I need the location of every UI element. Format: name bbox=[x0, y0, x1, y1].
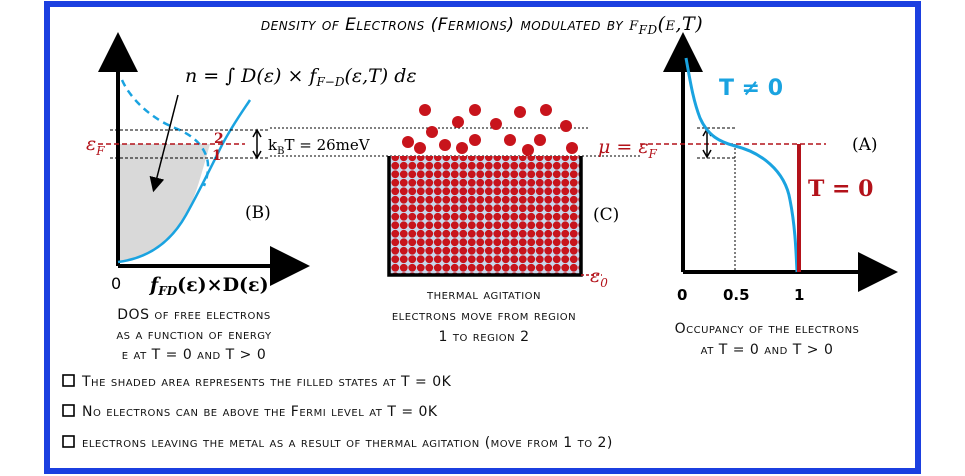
region-1-label: 1 bbox=[212, 148, 222, 164]
origin-label-b: 0 bbox=[111, 274, 121, 293]
panel-c-caption-2: electrons move from region bbox=[392, 308, 576, 324]
electron-sea bbox=[389, 156, 581, 275]
bullet-box-3 bbox=[62, 435, 75, 448]
thermal-dos-curve bbox=[120, 79, 210, 187]
panel-a-occupancy: T ≠ 0 μ = εF (A) T = 0 0 0.5 1 Occupancy… bbox=[598, 32, 898, 358]
bullet-list: The shaded area represents the filled st… bbox=[62, 374, 613, 451]
tick-0-5: 0.5 bbox=[723, 286, 750, 304]
panel-a-caption-2: at T = 0 and T > 0 bbox=[701, 342, 834, 358]
chemical-potential-label: μ = εF bbox=[598, 136, 658, 161]
thermal-width-head-down bbox=[702, 149, 712, 159]
bullet-text-3: electrons leaving the metal as a result … bbox=[82, 435, 613, 451]
region-2-label: 2 bbox=[214, 131, 224, 147]
bullet-text-1: The shaded area represents the filled st… bbox=[81, 374, 452, 390]
kbt-arrow-head-up bbox=[252, 128, 262, 138]
dos-axis-label: fFD(ε)×D(ε) bbox=[148, 274, 269, 298]
kbt-arrow-head-down bbox=[252, 150, 262, 160]
pointer-arrow bbox=[149, 94, 179, 193]
integral-formula: n = ∫ D(ε) × fF−D(ε,T) dε bbox=[185, 65, 417, 89]
tick-0: 0 bbox=[677, 286, 687, 304]
bullet-box-2 bbox=[62, 404, 75, 417]
tick-1: 1 bbox=[794, 286, 804, 304]
metal-well bbox=[387, 156, 583, 277]
panel-c-caption-3: 1 to region 2 bbox=[439, 329, 530, 345]
panel-a-caption-1: Occupancy of the electrons bbox=[675, 321, 860, 337]
bullet-text-2: No electrons can be above the Fermi leve… bbox=[82, 404, 438, 420]
panel-b-caption-1: DOS of free electrons bbox=[117, 307, 270, 323]
panel-c-metal: (C) ε0 thermal agitation electrons move … bbox=[270, 104, 640, 345]
fermi-dirac-curve bbox=[684, 57, 799, 273]
panel-b-caption-2: as a function of energy bbox=[116, 327, 272, 343]
fermi-energy-label-b: εF bbox=[86, 133, 105, 158]
t-zero-label: T = 0 bbox=[808, 176, 873, 202]
panel-b-caption-3: ε at T = 0 and T > 0 bbox=[122, 347, 267, 363]
bullet-box-1 bbox=[62, 374, 75, 387]
panel-b-letter: (B) bbox=[245, 203, 271, 223]
panel-b-dos: n = ∫ D(ε) × fF−D(ε,T) dε εF 2 1 kBT = 2… bbox=[86, 32, 417, 363]
panel-a-letter: (A) bbox=[852, 135, 878, 155]
filled-states-area bbox=[118, 144, 210, 262]
t-nonzero-label: T ≠ 0 bbox=[719, 76, 783, 101]
panel-c-caption-1: thermal agitation bbox=[426, 287, 541, 303]
page-title: density of Electrons (Fermions) modulate… bbox=[261, 13, 703, 37]
dos-curve bbox=[117, 99, 252, 264]
kbt-label: kBT = 26meV bbox=[268, 136, 371, 157]
escaped-electrons bbox=[402, 104, 578, 156]
eps0-label: ε0 bbox=[590, 265, 608, 290]
panel-c-letter: (C) bbox=[593, 205, 619, 225]
